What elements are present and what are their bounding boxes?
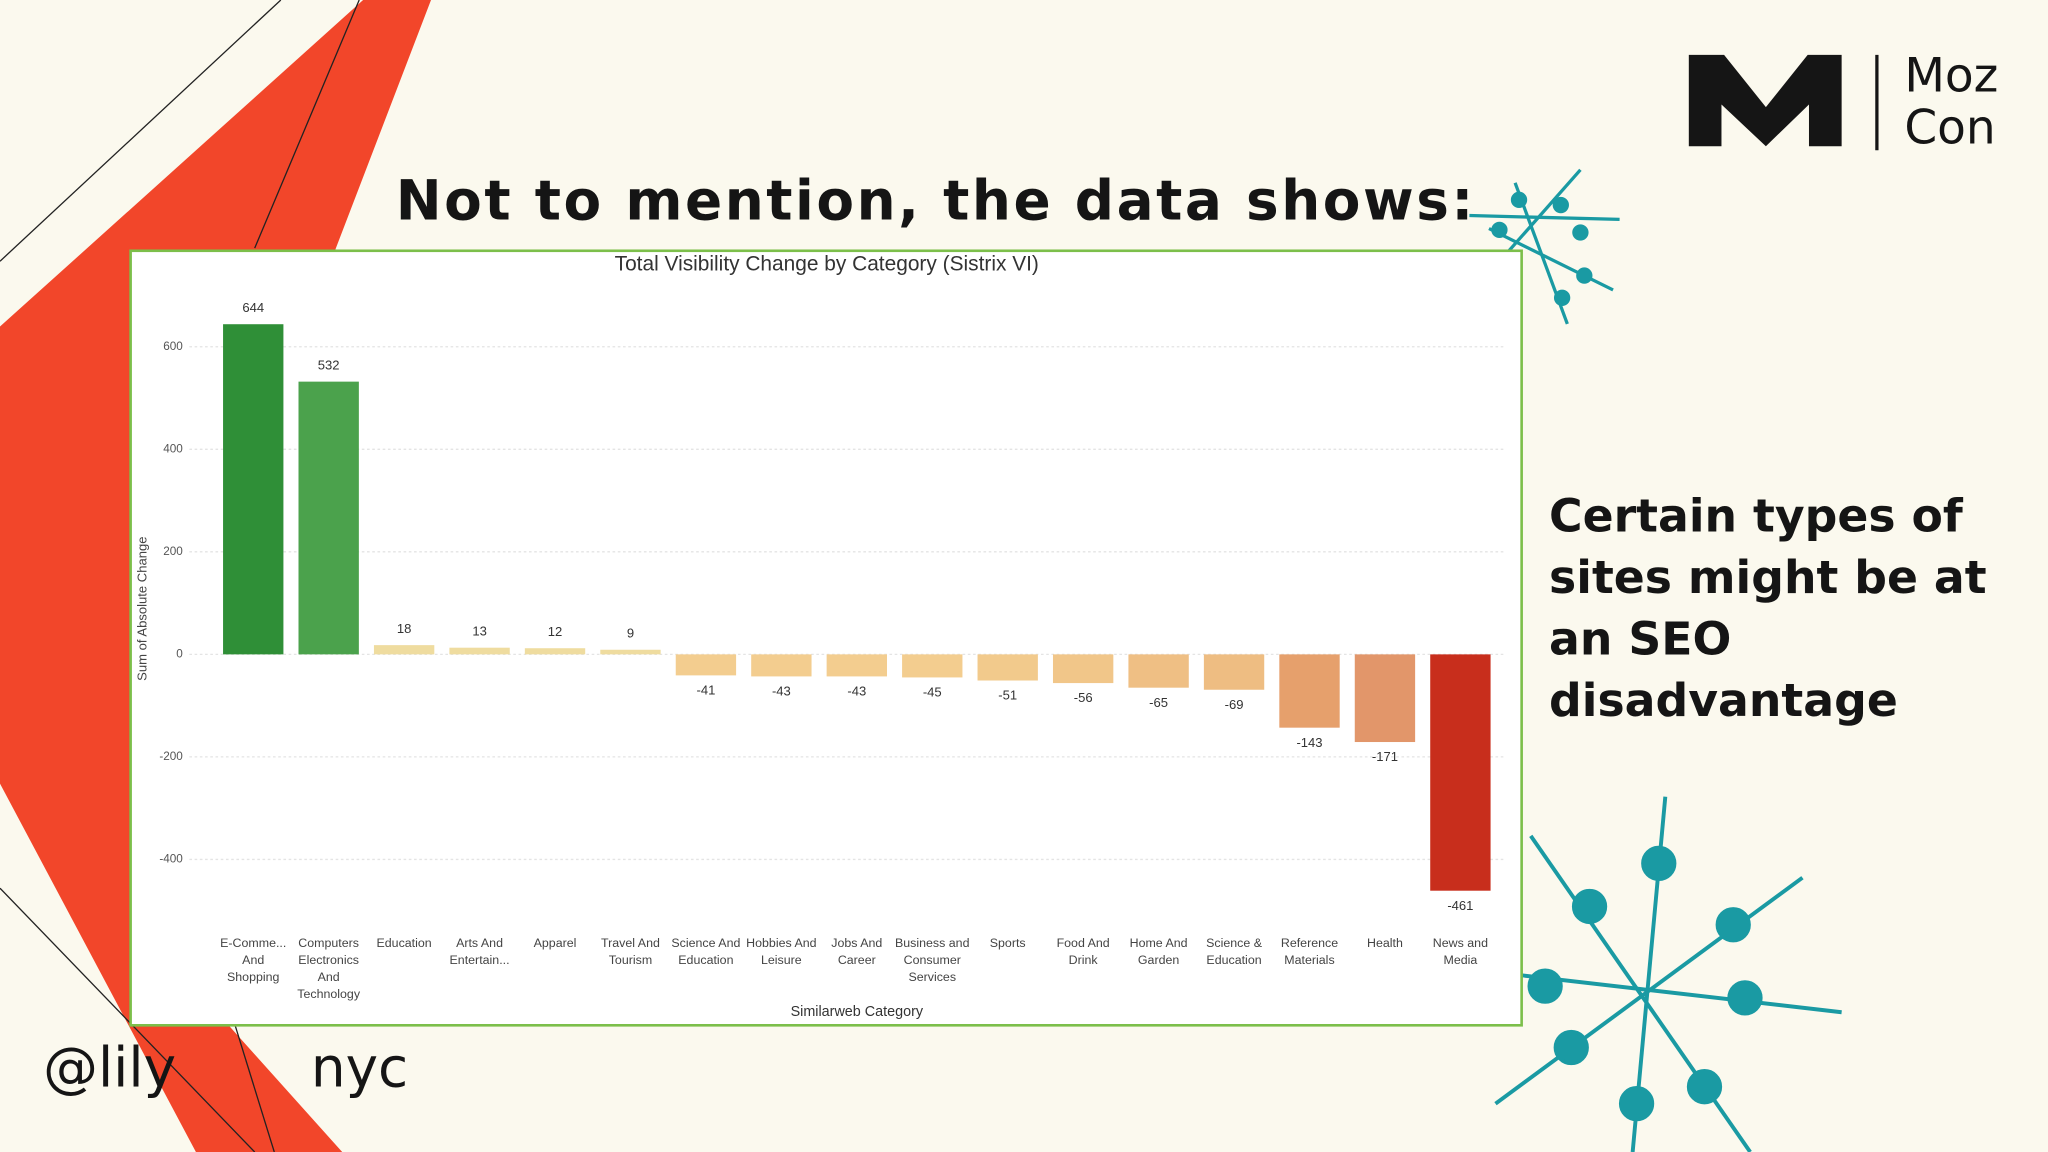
x-tick-label: Science And Education	[671, 936, 741, 968]
bar	[223, 324, 284, 655]
y-tick-label: -200	[159, 750, 183, 763]
x-tick-box: Hobbies And Leisure	[746, 936, 817, 968]
y-tick-label: -400	[159, 853, 183, 866]
deco-lines	[0, 0, 360, 1152]
x-tick-label: Computers Electronics And Technology	[297, 936, 361, 1002]
y-tick-label: 0	[176, 647, 183, 660]
x-tick-box: Food And Drink	[1056, 936, 1110, 968]
bar	[675, 654, 737, 676]
bar	[1052, 654, 1114, 684]
x-tick-box: News and Media	[1432, 936, 1488, 968]
logo-mark	[1688, 54, 1842, 147]
value-label: -43	[772, 684, 791, 699]
x-tick-box: Reference Materials	[1280, 936, 1339, 968]
y-tick-label: 600	[163, 340, 183, 353]
logo-text: Moz	[1904, 48, 1998, 103]
logo-text: Con	[1904, 101, 1995, 156]
x-tick-box: Home And Garden	[1129, 936, 1188, 968]
value-label: 9	[627, 626, 634, 641]
x-tick-box: Education	[376, 936, 432, 951]
x-tick-label: Hobbies And Leisure	[746, 936, 817, 968]
bar	[298, 381, 359, 655]
x-tick-label: Home And Garden	[1129, 936, 1188, 968]
bar	[373, 645, 435, 655]
x-tick-label: Sports	[989, 936, 1026, 951]
value-label: 13	[472, 623, 487, 638]
x-tick-label: Education	[376, 936, 432, 951]
value-label: -43	[847, 684, 866, 699]
x-tick-box: Health	[1367, 936, 1403, 951]
bar	[751, 654, 812, 677]
bar	[449, 647, 510, 655]
x-tick-label: Reference Materials	[1280, 936, 1339, 968]
chart-title: Total Visibility Change by Category (Sis…	[615, 253, 1039, 276]
x-tick-label: Travel And Tourism	[601, 936, 660, 968]
value-label: -65	[1149, 695, 1168, 710]
plot: 600 400 200 0 -200 -400 644 E-Comme... And Shop…	[159, 300, 1505, 1002]
value-label: 18	[397, 621, 412, 636]
value-label: -171	[1372, 749, 1398, 764]
x-tick-box: Science And Education	[671, 936, 741, 968]
bar	[1128, 654, 1189, 688]
x-tick-label: Science & Education	[1206, 936, 1262, 968]
y-tick-label: 200	[163, 545, 183, 558]
value-label: -51	[998, 688, 1017, 703]
x-tick-box: Science & Education	[1206, 936, 1262, 968]
value-label: 644	[242, 300, 264, 315]
value-label: -143	[1296, 735, 1322, 750]
side-text-box: Certain types of sites might be at an SE…	[1549, 491, 1987, 728]
x-tick-box: Jobs And Career	[831, 936, 883, 968]
bar	[1203, 654, 1265, 690]
x-tick-label: Food And Drink	[1056, 936, 1110, 968]
x-tick-box: Sports	[989, 936, 1026, 951]
bar	[826, 654, 887, 677]
y-axis-label: Sum of Absolute Change	[134, 536, 149, 680]
bar	[1279, 654, 1340, 728]
bar	[902, 654, 963, 678]
x-tick-box: E-Comme... And Shopping	[220, 936, 287, 985]
x-tick-box: Travel And Tourism	[601, 936, 660, 968]
y-tick-label: 400	[163, 442, 183, 455]
value-label: 532	[318, 357, 340, 372]
x-tick-label: News and Media	[1432, 936, 1488, 968]
x-tick-label: Arts And Entertain...	[449, 936, 510, 968]
bar	[600, 649, 661, 655]
handle: @lily	[43, 1036, 176, 1100]
x-tick-label: E-Comme... And Shopping	[220, 936, 287, 985]
x-tick-box: Business and Consumer Services	[894, 936, 970, 985]
x-tick-label: Jobs And Career	[831, 936, 883, 968]
handle: nyc	[311, 1036, 408, 1100]
bar	[524, 648, 586, 655]
red-shape	[0, 0, 432, 1152]
x-tick-label: Apparel	[533, 936, 577, 951]
bar	[1430, 654, 1491, 891]
x-tick-label: Health	[1367, 936, 1403, 951]
x-tick-box: Arts And Entertain...	[449, 936, 510, 968]
value-label: -56	[1074, 690, 1093, 705]
chart-frame	[129, 249, 1523, 1027]
bar	[1354, 654, 1416, 743]
slide-heading: Not to mention, the data shows:	[396, 168, 1474, 232]
value-label: 12	[548, 624, 563, 639]
x-tick-box: Computers Electronics And Technology	[297, 936, 361, 1002]
x-tick-box: Apparel	[533, 936, 577, 951]
bar	[977, 654, 1038, 681]
side-text: Certain types of sites might be at an SE…	[1549, 491, 1987, 728]
value-label: -461	[1447, 898, 1473, 913]
value-label: -69	[1225, 697, 1244, 712]
starburst-bottom	[1494, 796, 1842, 1152]
value-label: -41	[696, 683, 715, 698]
x-tick-label: Business and Consumer Services	[894, 936, 970, 985]
x-axis-label: Similarweb Category	[791, 1004, 924, 1020]
value-label: -45	[923, 685, 942, 700]
